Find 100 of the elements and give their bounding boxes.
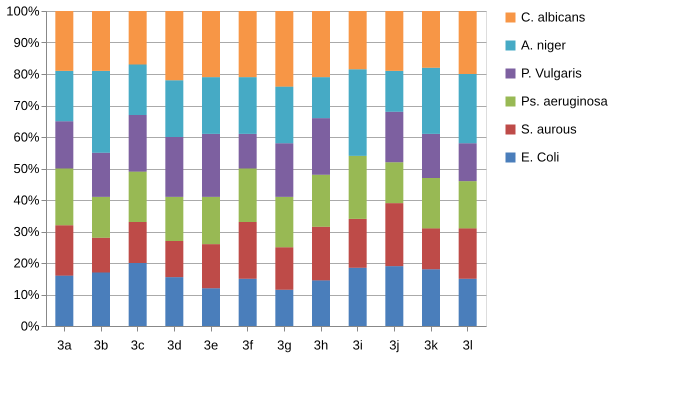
bar <box>348 69 367 156</box>
bar <box>238 134 257 168</box>
x-tick-label: 3g <box>277 338 292 352</box>
bar <box>55 276 74 326</box>
bar <box>312 11 330 78</box>
bar <box>458 228 477 279</box>
legend-label: Ps. aeruginosa <box>521 94 608 108</box>
legend-label: S. aurous <box>521 122 578 136</box>
bar <box>385 203 404 266</box>
bar <box>165 277 184 326</box>
bar <box>348 218 367 268</box>
bar <box>55 11 74 71</box>
bar <box>458 278 477 326</box>
bar <box>92 272 110 326</box>
x-tick-label: 3a <box>57 338 72 352</box>
bar <box>202 288 220 326</box>
bar <box>312 118 330 175</box>
bar <box>422 11 440 68</box>
bar <box>275 247 294 290</box>
y-tick-label: 100% <box>6 4 40 18</box>
bar <box>422 228 440 270</box>
legend-label: A. niger <box>521 38 566 52</box>
bar <box>275 86 294 144</box>
x-tick-label: 3e <box>204 338 218 352</box>
x-tick-label: 3l <box>462 338 473 352</box>
legend-label: E. Coli <box>521 150 560 164</box>
bar <box>238 278 257 326</box>
bar <box>275 11 294 87</box>
bar <box>165 80 184 137</box>
bar <box>385 11 404 71</box>
bar <box>458 11 477 74</box>
bar <box>422 269 440 326</box>
legend-label: C. albicans <box>521 10 586 24</box>
bar <box>238 168 257 222</box>
bar <box>202 196 220 244</box>
bar <box>92 238 110 272</box>
bar <box>92 196 110 238</box>
bar <box>55 70 74 122</box>
bar <box>312 174 330 227</box>
bar <box>312 280 330 326</box>
bar <box>458 143 477 182</box>
y-tick-label: 70% <box>13 98 40 113</box>
bar <box>422 178 440 228</box>
bar <box>128 114 147 172</box>
x-tick-label: 3h <box>314 338 328 352</box>
bar <box>92 11 110 71</box>
bar <box>238 222 257 279</box>
bar <box>92 152 110 197</box>
legend-label: P. Vulgaris <box>521 66 582 80</box>
bar <box>238 77 257 134</box>
bar <box>202 244 220 288</box>
bar <box>165 137 184 197</box>
bar <box>422 68 440 134</box>
bar <box>458 181 477 228</box>
bar <box>458 74 477 144</box>
bar <box>202 77 220 134</box>
y-tick-label: 90% <box>13 35 40 50</box>
bar <box>348 11 367 70</box>
bar <box>202 11 220 78</box>
y-tick-label: 0% <box>20 318 40 334</box>
bar <box>385 112 404 162</box>
y-tick-label: 10% <box>13 287 40 302</box>
x-tick-label: 3b <box>94 338 108 352</box>
y-tick-label: 80% <box>13 66 40 82</box>
bar <box>385 162 404 204</box>
bar <box>275 290 294 326</box>
y-tick-label: 50% <box>13 161 40 176</box>
x-tick-label: 3i <box>352 338 363 352</box>
bar <box>348 268 367 326</box>
x-tick-label: 3j <box>389 338 400 352</box>
y-tick-label: 20% <box>13 256 40 270</box>
bar <box>202 134 220 197</box>
bar <box>165 11 184 80</box>
x-tick-label: 3d <box>167 338 182 352</box>
y-tick-label: 40% <box>13 192 40 208</box>
bar <box>128 222 147 263</box>
y-tick-label: 60% <box>13 130 40 144</box>
bar <box>238 11 257 78</box>
bar <box>422 134 440 178</box>
y-tick-label: 30% <box>13 224 40 239</box>
bar <box>128 11 147 65</box>
bar <box>55 225 74 276</box>
bar <box>165 240 184 278</box>
bar <box>275 143 294 197</box>
bar <box>92 70 110 153</box>
x-tick-label: 3c <box>130 338 146 352</box>
bar <box>165 196 184 241</box>
bar <box>312 226 330 280</box>
x-tick-label: 3f <box>242 338 254 352</box>
x-tick-label: 3k <box>424 338 438 352</box>
bar <box>275 196 294 248</box>
bar <box>385 70 404 112</box>
bar <box>55 121 74 168</box>
bar <box>312 77 330 118</box>
bar <box>128 172 147 222</box>
bar <box>385 266 404 326</box>
bar <box>128 64 147 115</box>
bar <box>128 263 147 326</box>
bar <box>348 156 367 219</box>
bar <box>55 168 74 226</box>
